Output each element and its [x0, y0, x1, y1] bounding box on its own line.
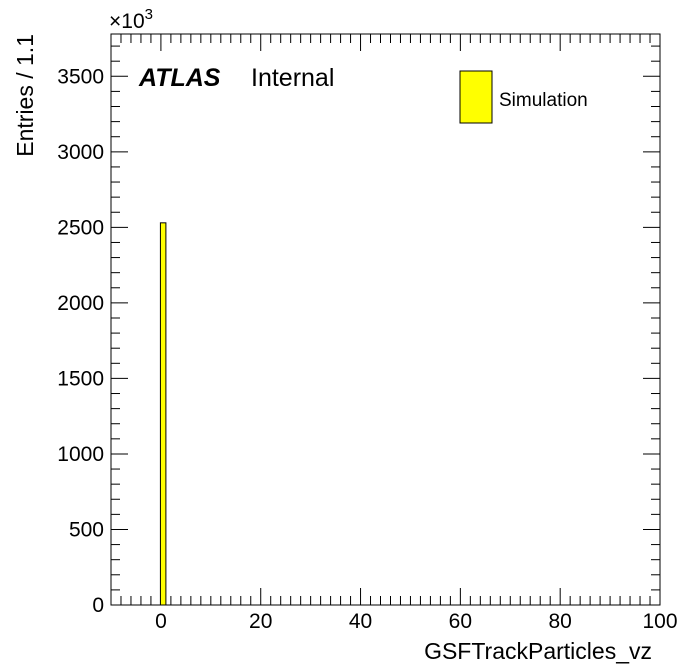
y-multiplier-exponent: 3 — [145, 6, 153, 23]
x-tick-label: 80 — [549, 610, 572, 633]
histogram-bar — [159, 222, 167, 606]
x-tick-label: 100 — [642, 610, 677, 633]
y-tick-label: 1000 — [57, 443, 104, 466]
y-tick-label: 2500 — [57, 216, 104, 239]
y-tick-label: 2000 — [57, 292, 104, 315]
x-tick-label: 60 — [449, 610, 472, 633]
internal-label: Internal — [251, 64, 334, 92]
histogram-bars — [159, 222, 167, 606]
x-axis-title: GSFTrackParticles_vz — [424, 638, 652, 664]
y-tick-label: 3000 — [57, 141, 104, 164]
y-tick-label: 3500 — [57, 65, 104, 88]
y-tick-label: 0 — [92, 594, 104, 617]
legend-label-simulation: Simulation — [499, 90, 588, 111]
axis-ticks — [110, 34, 661, 606]
x-tick-labels: 0 20 40 60 80 100 — [155, 610, 677, 633]
legend-swatch — [459, 70, 493, 124]
plot-frame — [110, 33, 661, 606]
y-axis-title: Entries / 1.1 — [12, 34, 38, 157]
x-tick-label: 40 — [349, 610, 372, 633]
x-tick-label: 0 — [155, 610, 167, 633]
y-multiplier: ×103 — [109, 6, 153, 33]
y-tick-label: 500 — [69, 518, 104, 541]
y-tick-labels: 0 500 1000 1500 2000 2500 3000 3500 — [57, 65, 104, 617]
x-tick-label: 20 — [249, 610, 272, 633]
atlas-label: ATLAS — [138, 64, 221, 92]
y-tick-label: 1500 — [57, 367, 104, 390]
